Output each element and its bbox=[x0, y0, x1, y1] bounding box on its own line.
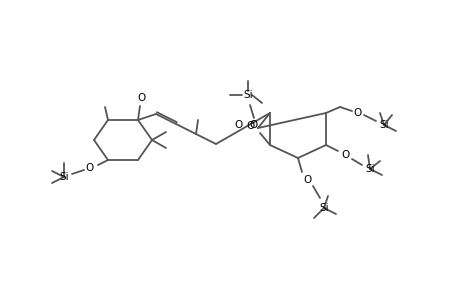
Text: Si: Si bbox=[59, 172, 69, 182]
Text: Si: Si bbox=[364, 164, 374, 174]
Text: O: O bbox=[341, 150, 349, 160]
Text: Si: Si bbox=[378, 120, 388, 130]
Text: O: O bbox=[303, 175, 312, 185]
Text: Si: Si bbox=[243, 90, 252, 100]
Text: O: O bbox=[246, 121, 255, 131]
Text: O: O bbox=[353, 108, 361, 118]
Text: O: O bbox=[86, 163, 94, 173]
Text: O: O bbox=[138, 93, 146, 103]
Text: Si: Si bbox=[319, 203, 328, 213]
Text: O: O bbox=[249, 120, 257, 130]
Text: O: O bbox=[235, 119, 243, 130]
